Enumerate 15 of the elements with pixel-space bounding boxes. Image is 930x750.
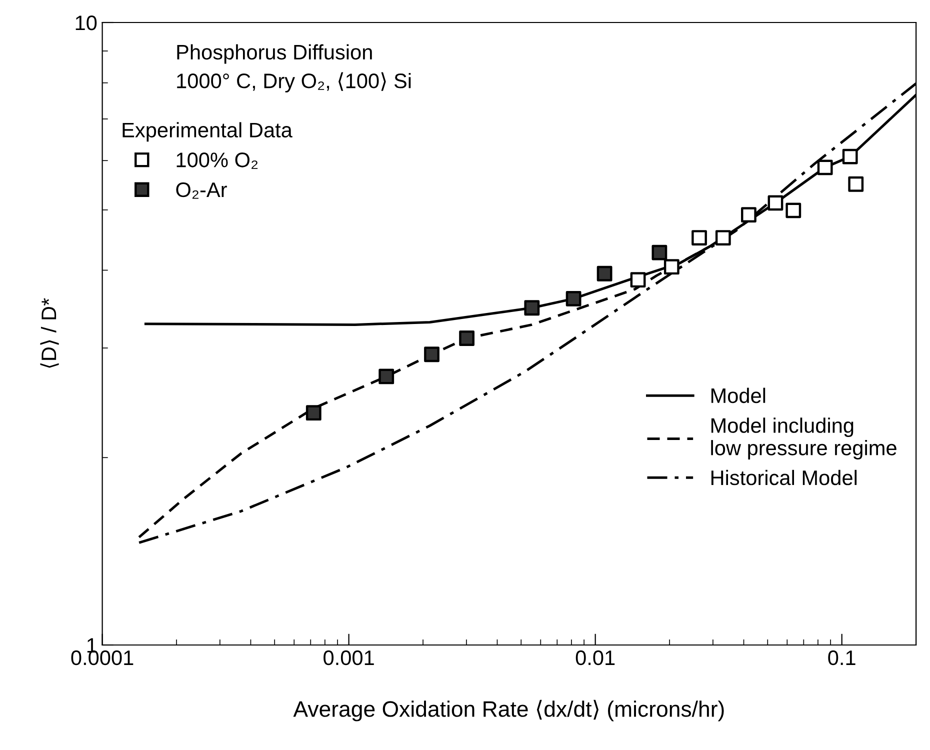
y-axis-title: ⟨D⟩ / D* [40,298,59,368]
x-tick-label: 0.001 [324,650,374,666]
x-tick-label: 0.01 [576,650,615,666]
annotation: Phosphorus Diffusion [177,44,372,64]
x-tick-label: 0.0001 [71,650,134,666]
legend-label: O₂-Ar [176,182,227,199]
x-tick-label: 0.1 [828,650,856,666]
x-axis-title: Average Oxidation Rate ⟨dx/dt⟩ (microns/hr) [293,700,724,722]
legend-label: Historical Model [711,470,857,486]
annotation: 1000° C, Dry O₂, ⟨100⟩ Si [177,72,411,92]
legend-label: 100% O₂ [176,152,258,169]
legend-label: Model including low pressure regime [711,418,896,460]
legend-label: Model [711,388,766,404]
y-tick-label: 10 [76,16,97,30]
legend-title: Experimental Data [122,122,292,142]
